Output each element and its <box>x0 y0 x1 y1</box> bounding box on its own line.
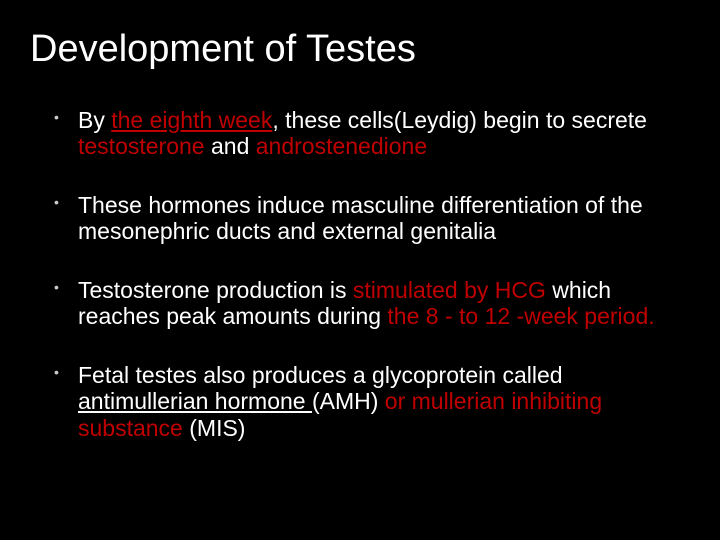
slide-title: Development of Testes <box>30 28 690 71</box>
bullet-text-segment: Fetal testes also produces a glycoprotei… <box>78 362 563 388</box>
bullet-text-segment: These hormones induce masculine differen… <box>78 192 643 244</box>
bullet-text-segment: stimulated by HCG <box>353 277 552 303</box>
bullet-item: Testosterone production is stimulated by… <box>54 277 690 330</box>
bullet-text-segment: (MIS) <box>189 415 245 441</box>
bullet-text-segment: , these cells(Leydig) begin to secrete <box>272 107 647 133</box>
bullet-text-segment: the eighth week <box>111 107 272 133</box>
bullet-text-segment: antimullerian hormone <box>78 388 312 414</box>
bullet-text-segment: androstenedione <box>256 133 427 159</box>
bullet-list: By the eighth week, these cells(Leydig) … <box>54 107 690 441</box>
slide-container: Development of Testes By the eighth week… <box>0 0 720 503</box>
bullet-text-segment: and <box>205 133 256 159</box>
bullet-text-segment: the 8 - to 12 -week period. <box>387 303 654 329</box>
bullet-text-segment: Testosterone production is <box>78 277 353 303</box>
bullet-item: By the eighth week, these cells(Leydig) … <box>54 107 690 160</box>
bullet-text-segment: By <box>78 107 111 133</box>
bullet-item: These hormones induce masculine differen… <box>54 192 690 245</box>
bullet-item: Fetal testes also produces a glycoprotei… <box>54 362 690 441</box>
bullet-text-segment: (AMH) <box>312 388 385 414</box>
bullet-text-segment: testosterone <box>78 133 205 159</box>
